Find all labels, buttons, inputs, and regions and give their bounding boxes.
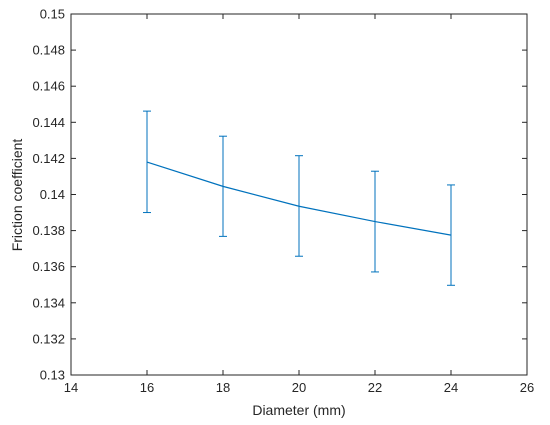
x-tick-label: 20 — [292, 380, 306, 395]
error-bar — [295, 155, 303, 257]
y-tick-label: 0.144 — [32, 115, 65, 130]
y-tick-label: 0.148 — [32, 43, 65, 58]
x-tick-label: 26 — [520, 380, 534, 395]
y-tick-label: 0.142 — [32, 151, 65, 166]
y-tick-label: 0.146 — [32, 79, 65, 94]
x-axis-label: Diameter (mm) — [252, 402, 345, 418]
y-tick-label: 0.14 — [40, 187, 65, 202]
x-tick-label: 22 — [368, 380, 382, 395]
x-tick-label: 14 — [64, 380, 78, 395]
series-layer — [143, 110, 455, 286]
y-tick-label: 0.138 — [32, 223, 65, 238]
y-axis-label: Friction coefficient — [9, 139, 25, 252]
x-axis-ticks: 14 16 18 20 22 24 26 — [64, 14, 534, 395]
y-axis-ticks: 0.13 0.132 0.134 0.136 0.138 0.14 0.142 0.144 0.… — [32, 7, 527, 383]
error-bar — [143, 110, 151, 214]
error-bar — [371, 170, 379, 273]
y-tick-label: 0.132 — [32, 331, 65, 346]
y-tick-label: 0.13 — [40, 368, 65, 383]
error-bar — [219, 135, 227, 237]
y-tick-label: 0.15 — [40, 7, 65, 22]
error-bar — [447, 184, 455, 286]
x-tick-label: 24 — [444, 380, 458, 395]
x-tick-label: 18 — [216, 380, 230, 395]
y-tick-label: 0.134 — [32, 295, 65, 310]
y-tick-label: 0.136 — [32, 259, 65, 274]
x-tick-label: 16 — [140, 380, 154, 395]
